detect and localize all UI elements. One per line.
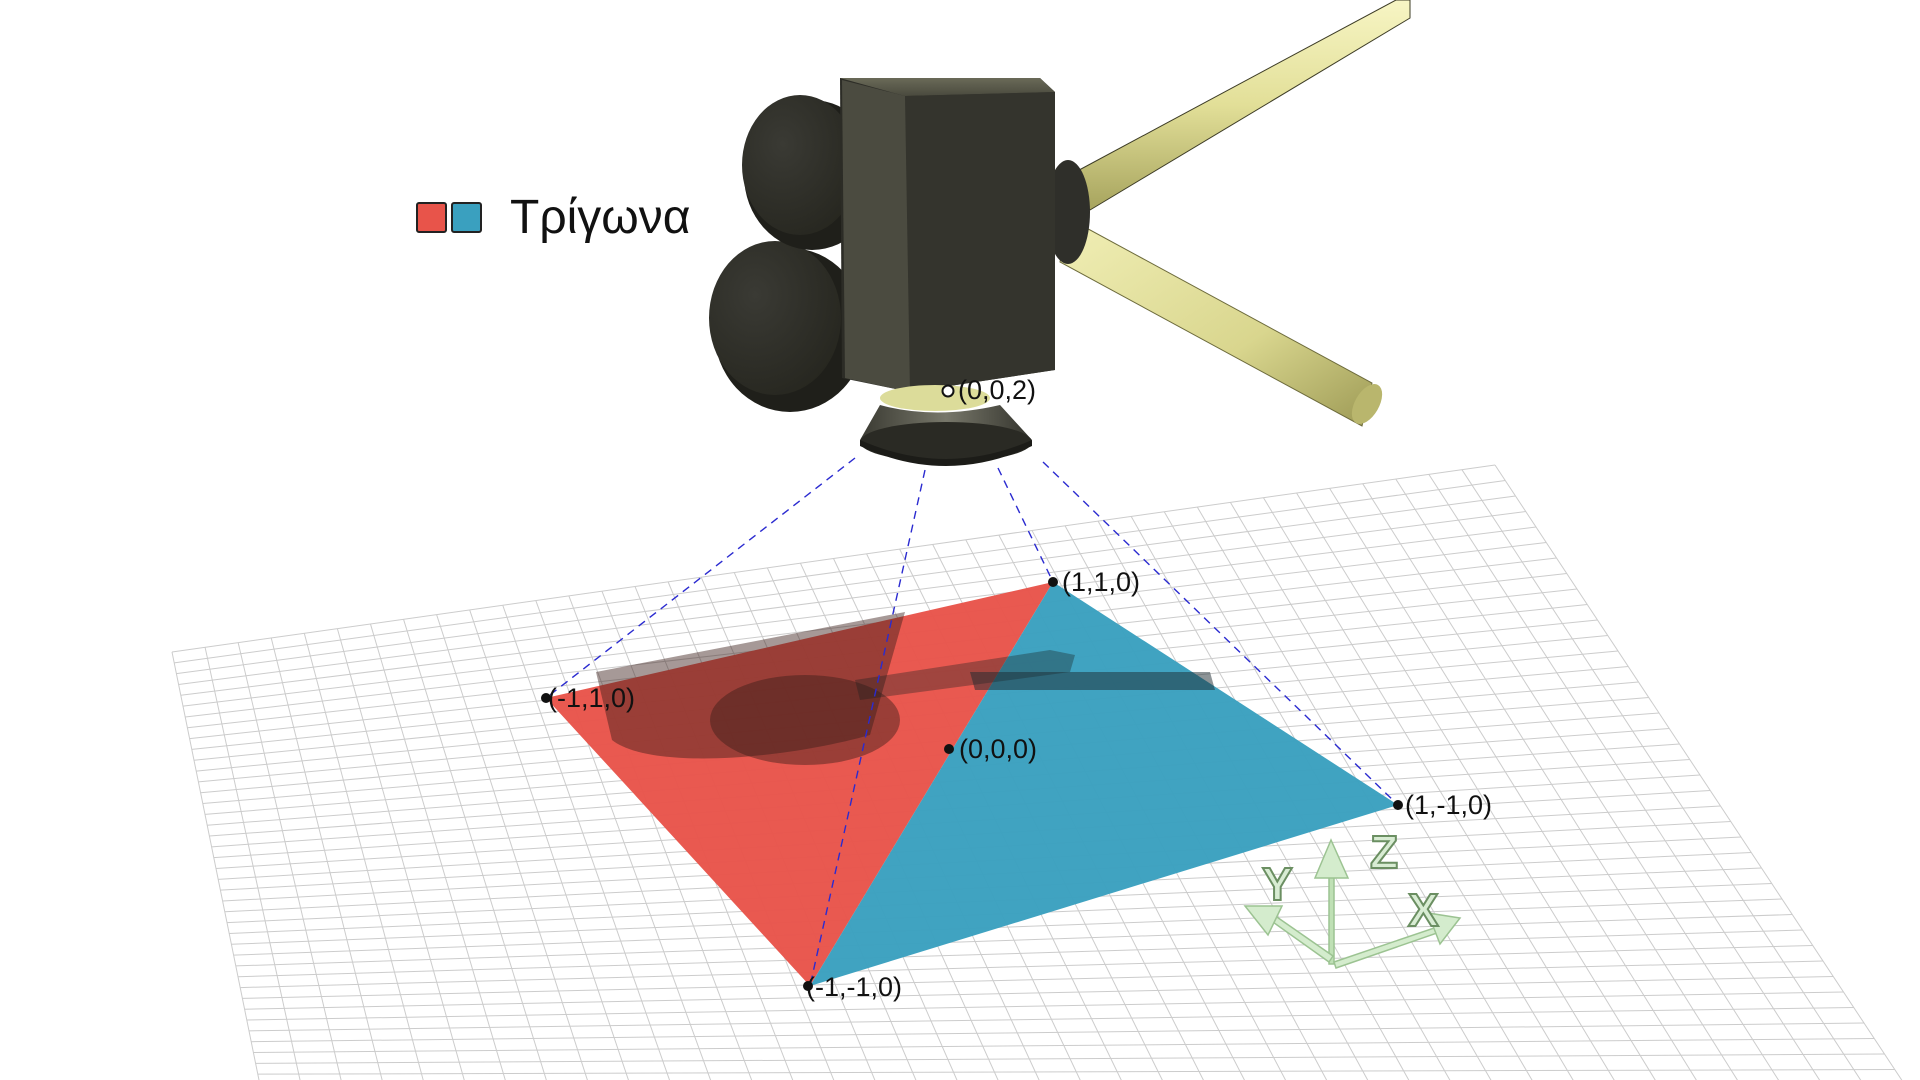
point-markers [541,384,1403,991]
label-point-m1-1-0: (-1,1,0) [548,683,635,713]
blue-triangle [810,582,1398,986]
label-point-m1-m1-0: (-1,-1,0) [806,972,902,1002]
legend: Τρίγωνα [416,190,691,245]
axis-gizmo [1243,838,1462,969]
camera-body [840,78,1055,392]
camera-base [860,385,1032,466]
label-point-0-0-0: (0,0,0) [959,734,1037,764]
legend-swatch-blue [451,202,482,233]
legend-swatch-red [416,202,447,233]
label-point-1-m1-0: (1,-1,0) [1405,790,1492,820]
camera-shadow [596,612,1215,765]
camera-arm [1046,0,1411,427]
red-triangle [546,582,1053,986]
projection-lines [545,457,1399,987]
axis-label-x: X [1408,884,1439,936]
legend-label: Τρίγωνα [510,191,691,244]
label-point-1-1-0: (1,1,0) [1062,567,1140,597]
axis-label-z: Z [1370,826,1398,878]
axis-label-y: Y [1262,858,1293,910]
label-camera-point: (0,0,2) [958,375,1036,405]
